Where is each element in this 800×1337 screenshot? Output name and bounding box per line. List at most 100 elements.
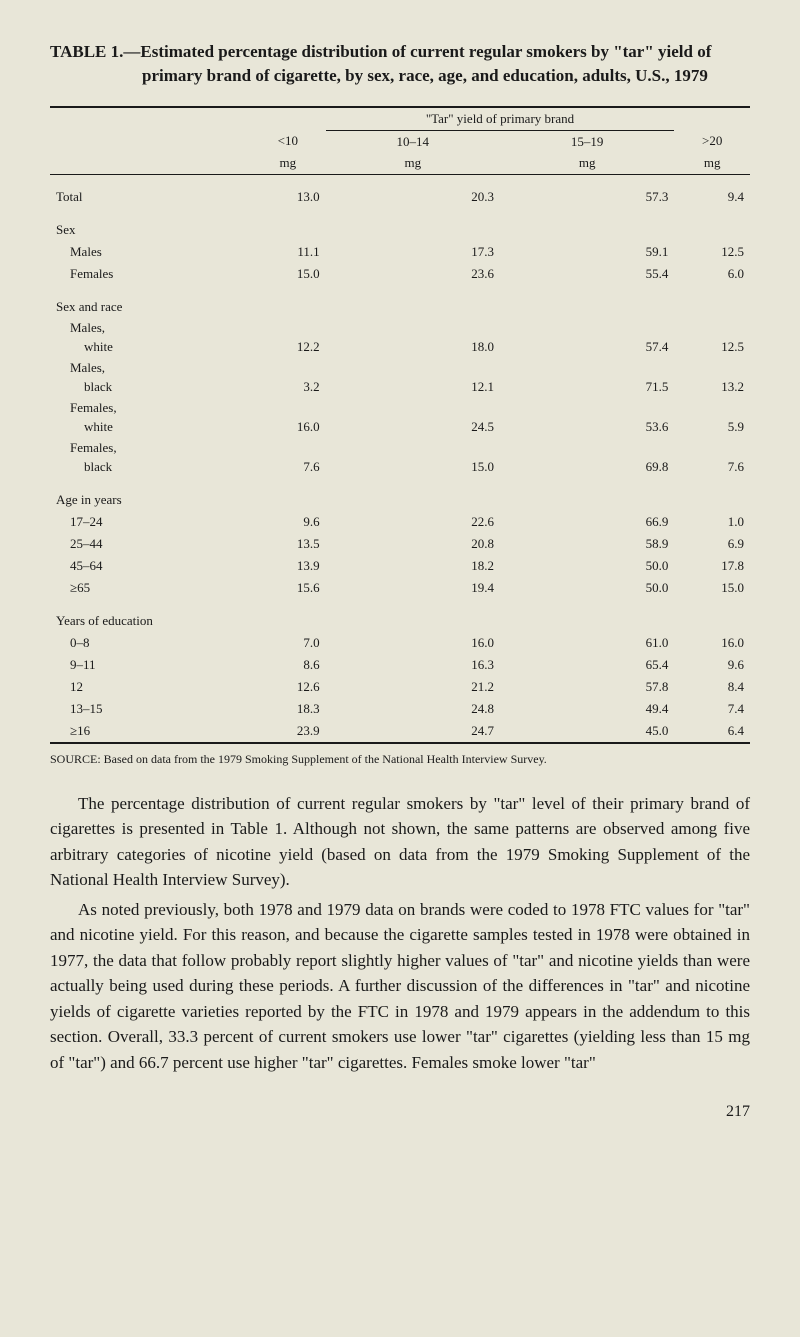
cell: [500, 478, 674, 511]
cell: 12.6: [250, 676, 326, 698]
row-label: Males: [50, 241, 250, 263]
cell: 24.7: [326, 720, 500, 743]
row-label: 13–15: [50, 698, 250, 720]
row-label: Sex: [50, 208, 250, 241]
cell: [250, 398, 326, 416]
cell: [674, 358, 750, 376]
cell: 49.4: [500, 698, 674, 720]
cell: 9.6: [250, 511, 326, 533]
source-note: SOURCE: Based on data from the 1979 Smok…: [50, 752, 750, 767]
cell: 45.0: [500, 720, 674, 743]
paragraph-1: The percentage distribution of current r…: [50, 791, 750, 893]
table-title: TABLE 1.—Estimated percentage distributi…: [50, 40, 750, 88]
row-label: Males,: [50, 358, 250, 376]
cell: 7.6: [674, 456, 750, 478]
cell: 7.0: [250, 632, 326, 654]
cell: 18.0: [326, 336, 500, 358]
row-label: Females,: [50, 438, 250, 456]
cell: [250, 318, 326, 336]
cell: [326, 599, 500, 632]
cell: 59.1: [500, 241, 674, 263]
row-label: 17–24: [50, 511, 250, 533]
row-label: Females: [50, 263, 250, 285]
col-header-0-bot: mg: [250, 152, 326, 174]
cell: 57.4: [500, 336, 674, 358]
cell: 9.6: [674, 654, 750, 676]
cell: [674, 318, 750, 336]
cell: 24.8: [326, 698, 500, 720]
cell: 55.4: [500, 263, 674, 285]
cell: 16.0: [326, 632, 500, 654]
row-label: 0–8: [50, 632, 250, 654]
cell: 57.8: [500, 676, 674, 698]
cell: [250, 358, 326, 376]
cell: [500, 599, 674, 632]
row-label: white: [50, 336, 250, 358]
cell: 21.2: [326, 676, 500, 698]
cell: [326, 318, 500, 336]
cell: [326, 358, 500, 376]
cell: 50.0: [500, 555, 674, 577]
cell: 18.3: [250, 698, 326, 720]
cell: 6.4: [674, 720, 750, 743]
cell: 22.6: [326, 511, 500, 533]
cell: [250, 285, 326, 318]
cell: [674, 208, 750, 241]
col-header-0-top: <10: [250, 130, 326, 152]
cell: 20.8: [326, 533, 500, 555]
row-label: Years of education: [50, 599, 250, 632]
cell: 16.0: [674, 632, 750, 654]
cell: 12.5: [674, 336, 750, 358]
cell: 17.3: [326, 241, 500, 263]
col-header-1-top: 10–14: [326, 130, 500, 152]
row-label: ≥16: [50, 720, 250, 743]
cell: 5.9: [674, 416, 750, 438]
cell: 69.8: [500, 456, 674, 478]
cell: 13.5: [250, 533, 326, 555]
spanner-header: "Tar" yield of primary brand: [326, 107, 675, 131]
row-label: Sex and race: [50, 285, 250, 318]
col-header-2-top: 15–19: [500, 130, 674, 152]
cell: [326, 285, 500, 318]
cell: 16.3: [326, 654, 500, 676]
cell: 12.5: [674, 241, 750, 263]
row-label: Males,: [50, 318, 250, 336]
col-header-2-bot: mg: [500, 152, 674, 174]
cell: [500, 285, 674, 318]
cell: 17.8: [674, 555, 750, 577]
cell: [250, 438, 326, 456]
cell: 71.5: [500, 376, 674, 398]
row-label: Females,: [50, 398, 250, 416]
cell: [326, 208, 500, 241]
cell: 66.9: [500, 511, 674, 533]
col-header-3-top: >20: [674, 130, 750, 152]
row-label: Age in years: [50, 478, 250, 511]
cell: 53.6: [500, 416, 674, 438]
cell: 15.6: [250, 577, 326, 599]
cell: 1.0: [674, 511, 750, 533]
cell: 15.0: [674, 577, 750, 599]
cell: 24.5: [326, 416, 500, 438]
cell: 58.9: [500, 533, 674, 555]
row-label: black: [50, 456, 250, 478]
row-label: 25–44: [50, 533, 250, 555]
cell: 15.0: [250, 263, 326, 285]
cell: 9.4: [674, 174, 750, 208]
row-label: 9–11: [50, 654, 250, 676]
cell: 57.3: [500, 174, 674, 208]
cell: 8.4: [674, 676, 750, 698]
cell: 3.2: [250, 376, 326, 398]
row-label: Total: [50, 174, 250, 208]
cell: 13.0: [250, 174, 326, 208]
cell: 12.2: [250, 336, 326, 358]
cell: 20.3: [326, 174, 500, 208]
cell: [326, 478, 500, 511]
cell: [674, 599, 750, 632]
cell: [500, 358, 674, 376]
cell: 7.4: [674, 698, 750, 720]
cell: [674, 398, 750, 416]
cell: [500, 318, 674, 336]
row-label: black: [50, 376, 250, 398]
cell: 8.6: [250, 654, 326, 676]
cell: 61.0: [500, 632, 674, 654]
